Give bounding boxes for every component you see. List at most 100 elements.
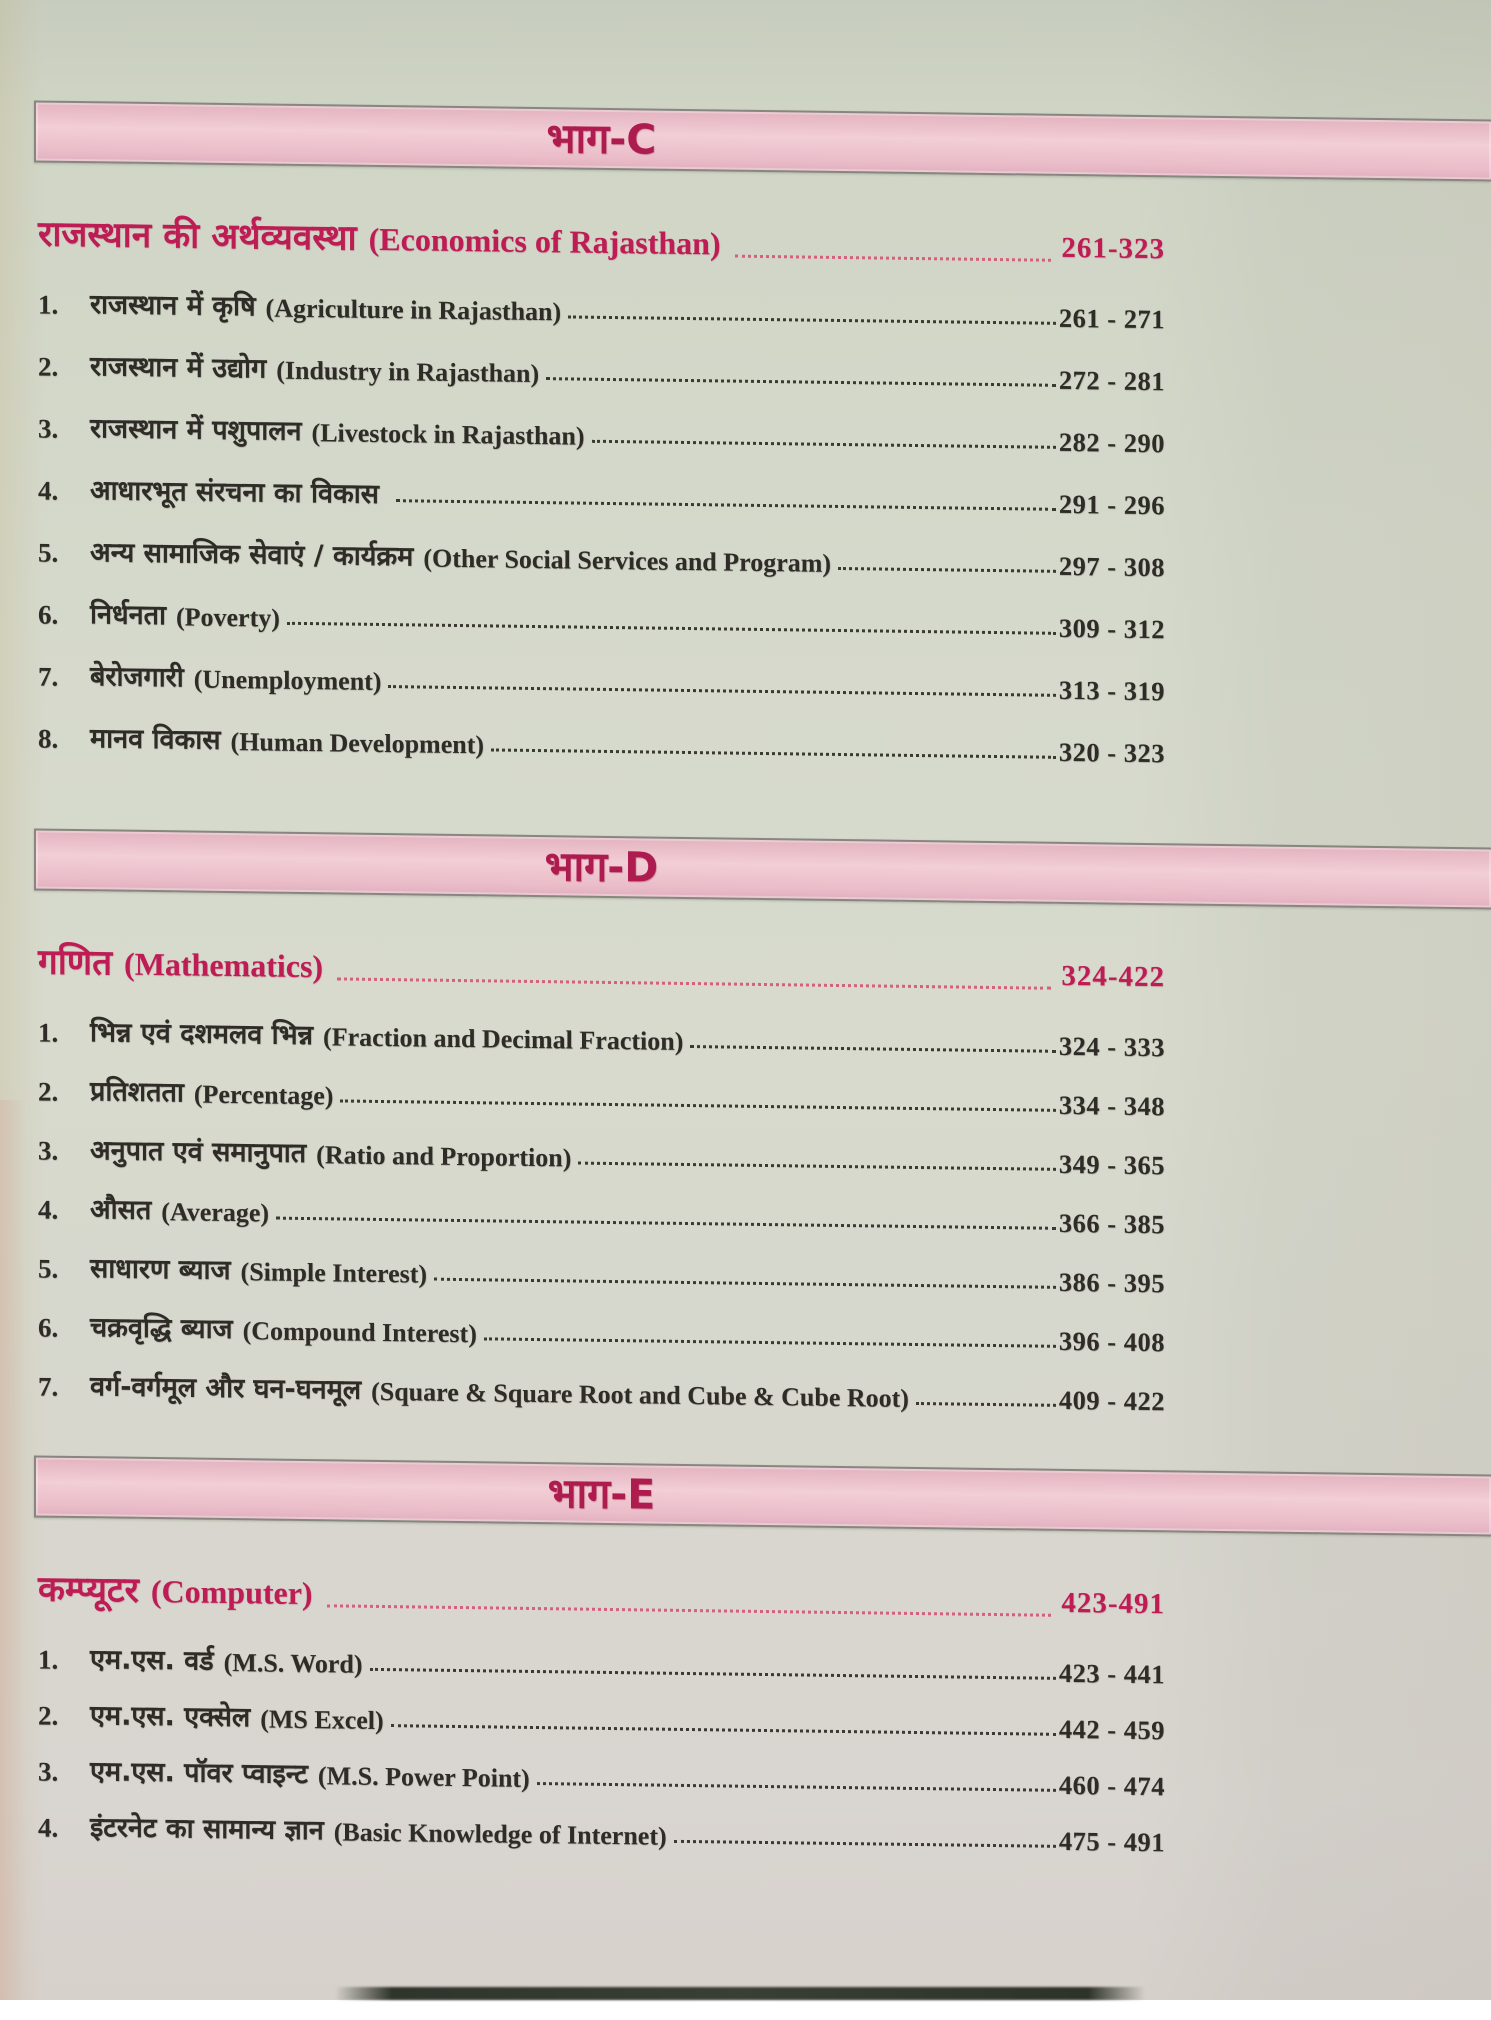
dot-leader <box>591 439 1056 449</box>
section-part-e: भाग-E कम्प्यूटर (Computer) 423-491 1. एम… <box>0 1455 1491 1879</box>
dot-leader <box>838 566 1056 573</box>
entry-number: 3. <box>38 413 59 444</box>
dot-leader <box>337 977 1052 990</box>
entry-pages: 324 - 333 <box>1058 1030 1165 1063</box>
toc-entry: 1. राजस्थान में कृषि (Agriculture in Raj… <box>38 280 1165 335</box>
entry-title-hindi: एम.एस. पॉवर प्वाइन्ट <box>90 1756 308 1791</box>
entry-number: 3. <box>38 1756 59 1787</box>
photo-bottom-edge <box>335 1987 1145 2000</box>
entry-title-english: (Fraction and Decimal Fraction) <box>323 1022 684 1056</box>
section-part-c: भाग-C राजस्थान की अर्थव्यवस्था (Economic… <box>0 100 1491 796</box>
entry-title-english: (Simple Interest) <box>240 1257 428 1289</box>
dot-leader <box>491 748 1056 759</box>
entry-pages: 291 - 296 <box>1058 488 1165 521</box>
entry-number: 8. <box>38 723 59 754</box>
entry-number: 3. <box>38 1135 59 1166</box>
dot-leader <box>673 1839 1056 1848</box>
part-d-title-hindi: गणित <box>38 942 113 984</box>
entry-number: 1. <box>38 1017 59 1048</box>
toc-entry: 3. एम.एस. पॉवर प्वाइन्ट (M.S. Power Poin… <box>38 1747 1165 1802</box>
dot-leader <box>536 1782 1056 1792</box>
entry-pages: 423 - 441 <box>1058 1657 1165 1690</box>
part-c-banner-label: भाग-C <box>546 114 657 164</box>
entry-title-english: (Human Development) <box>230 727 485 760</box>
entry-number: 2. <box>38 351 59 382</box>
dot-leader <box>915 1401 1056 1407</box>
toc-entry: 2. प्रतिशतता (Percentage) 334 - 348 <box>38 1067 1165 1122</box>
entry-title-english: (Unemployment) <box>193 664 382 696</box>
entry-title-english: (Compound Interest) <box>242 1316 477 1349</box>
entry-title-hindi: राजस्थान में कृषि <box>90 289 256 323</box>
toc-entry: 2. राजस्थान में उद्योग (Industry in Raja… <box>38 342 1165 397</box>
toc-entry: 3. राजस्थान में पशुपालन (Livestock in Ra… <box>38 404 1165 459</box>
part-e-banner: भाग-E <box>34 1455 1491 1537</box>
section-part-d: भाग-D गणित (Mathematics) 324-422 1. भिन्… <box>0 828 1491 1441</box>
part-c-banner: भाग-C <box>34 100 1491 182</box>
entry-pages: 320 - 323 <box>1058 736 1165 769</box>
entry-pages: 409 - 422 <box>1058 1384 1165 1417</box>
entry-pages: 460 - 474 <box>1058 1769 1165 1802</box>
entry-number: 6. <box>38 599 59 630</box>
entry-title-hindi: प्रतिशतता <box>90 1076 184 1109</box>
dot-leader <box>483 1337 1056 1348</box>
entry-pages: 297 - 308 <box>1058 550 1165 583</box>
entry-title-english: (Other Social Services and Program) <box>423 543 832 578</box>
part-d-banner: भाग-D <box>34 828 1491 910</box>
part-c-title-english: (Economics of Rajasthan) <box>368 220 721 262</box>
dot-leader <box>390 1724 1056 1736</box>
part-e-heading: कम्प्यूटर (Computer) 423-491 <box>38 1563 1165 1630</box>
entry-number: 5. <box>38 537 59 568</box>
entry-title-hindi: अनुपात एवं समानुपात <box>90 1135 307 1170</box>
part-e-entries: 1. एम.एस. वर्ड (M.S. Word) 423 - 441 2. … <box>38 1635 1165 1858</box>
part-d-entries: 1. भिन्न एवं दशमलव भिन्न (Fraction and D… <box>38 1008 1165 1417</box>
part-d-heading: गणित (Mathematics) 324-422 <box>38 936 1165 1003</box>
entry-title-english: (Basic Knowledge of Internet) <box>333 1817 667 1851</box>
entry-number: 2. <box>38 1076 59 1107</box>
entry-title-english: (Square & Square Root and Cube & Cube Ro… <box>371 1376 909 1413</box>
entry-pages: 442 - 459 <box>1058 1713 1165 1746</box>
entry-number: 6. <box>38 1312 59 1343</box>
toc-entry: 1. भिन्न एवं दशमलव भिन्न (Fraction and D… <box>38 1008 1165 1063</box>
entry-number: 4. <box>38 1812 59 1843</box>
dot-leader <box>276 1216 1056 1230</box>
entry-title-hindi: भिन्न एवं दशमलव भिन्न <box>90 1017 314 1052</box>
entry-number: 5. <box>38 1253 59 1284</box>
entry-pages: 475 - 491 <box>1058 1825 1165 1858</box>
dot-leader <box>546 377 1056 387</box>
entry-title-hindi: बेरोजगारी <box>90 661 184 694</box>
entry-number: 7. <box>38 1371 59 1402</box>
toc-entry: 4. औसत (Average) 366 - 385 <box>38 1185 1165 1240</box>
part-e-title-hindi: कम्प्यूटर <box>38 1569 139 1611</box>
part-e-banner-label: भाग-E <box>547 1469 656 1519</box>
entry-title-english: (Poverty) <box>175 602 280 633</box>
entry-title-english: (MS Excel) <box>260 1704 384 1736</box>
toc-entry: 6. निर्धनता (Poverty) 309 - 312 <box>38 590 1165 645</box>
dot-leader <box>388 685 1056 697</box>
entry-pages: 396 - 408 <box>1058 1325 1165 1358</box>
entry-pages: 272 - 281 <box>1058 364 1165 397</box>
part-c-page-range: 261-323 <box>1061 231 1165 266</box>
entry-title-hindi: निर्धनता <box>90 599 166 632</box>
dot-leader <box>578 1161 1056 1171</box>
entry-number: 7. <box>38 661 59 692</box>
entry-title-hindi: राजस्थान में पशुपालन <box>90 413 302 447</box>
entry-title-english: (Percentage) <box>193 1079 334 1111</box>
entry-title-hindi: इंटरनेट का सामान्य ज्ञान <box>90 1812 324 1847</box>
part-d-banner-label: भाग-D <box>544 842 659 892</box>
entry-title-hindi: आधारभूत संरचना का विकास <box>90 475 379 510</box>
entry-pages: 386 - 395 <box>1058 1266 1165 1299</box>
dot-leader <box>395 499 1056 511</box>
toc-entry: 5. साधारण ब्याज (Simple Interest) 386 - … <box>38 1244 1165 1299</box>
part-c-entries: 1. राजस्थान में कृषि (Agriculture in Raj… <box>38 280 1165 769</box>
entry-title-hindi: मानव विकास <box>90 723 221 756</box>
entry-title-english: (Agriculture in Rajasthan) <box>265 293 562 327</box>
entry-number: 2. <box>38 1700 59 1731</box>
dot-leader <box>690 1045 1056 1053</box>
part-e-title-english: (Computer) <box>150 1572 313 1612</box>
entry-title-hindi: वर्ग-वर्गमूल और घन-घनमूल <box>90 1371 362 1406</box>
entry-title-english: (M.S. Power Point) <box>317 1761 530 1793</box>
dot-leader <box>734 254 1052 262</box>
toc-entry: 8. मानव विकास (Human Development) 320 - … <box>38 714 1165 769</box>
